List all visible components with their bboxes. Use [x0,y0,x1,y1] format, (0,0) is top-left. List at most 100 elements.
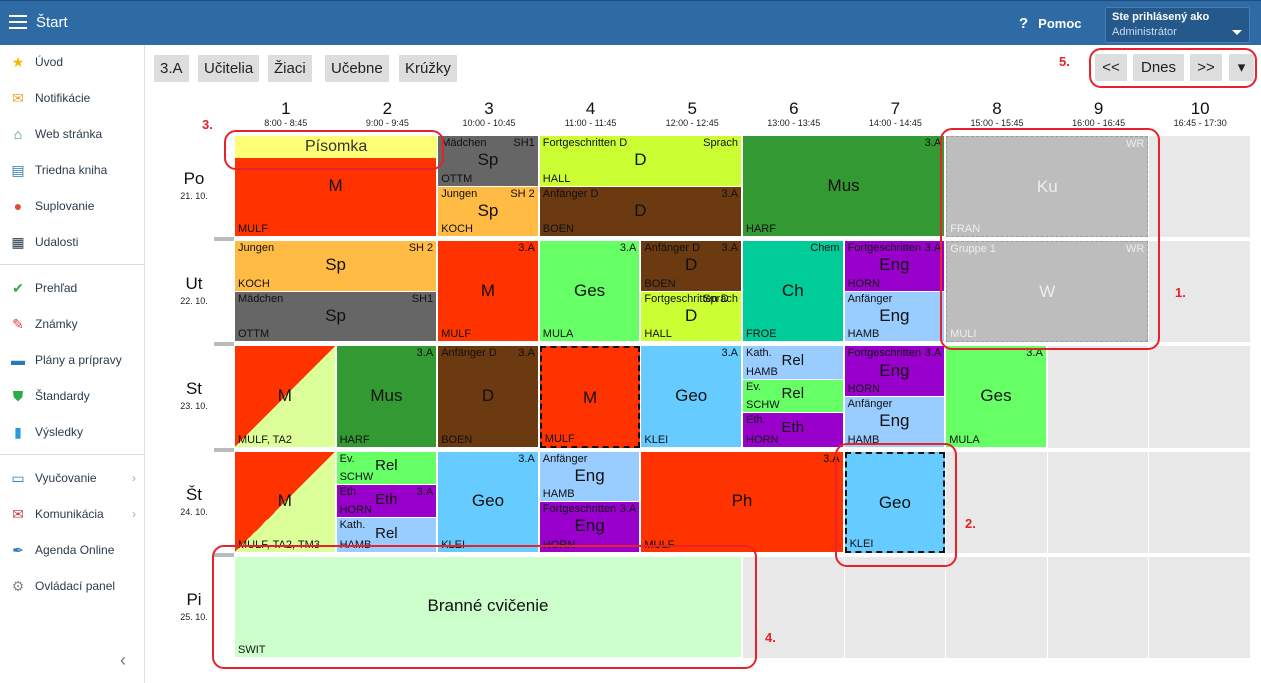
user-menu[interactable]: Ste prihlásený ako Administrátor [1105,7,1250,43]
tab-classrooms[interactable]: Učebne [325,55,389,82]
lesson-block[interactable]: D Anfänger D 3.A BOEN [438,346,539,448]
today-button[interactable]: Dnes [1133,54,1184,81]
lesson-block[interactable]: Ph 3.A MULF [641,451,844,553]
prev-week-button[interactable]: << [1095,54,1127,81]
sidebar-item-ovl-dac-panel[interactable]: ⚙ Ovládací panel [0,569,144,603]
lesson-room: 3.A [1026,347,1043,360]
period-time: 11:00 - 11:45 [564,118,617,128]
lesson-block[interactable]: Eth Eth. HORN [743,413,844,448]
lesson-teacher: FRAN [950,223,981,236]
lesson-block[interactable]: Eng Fortgeschritten 3.A HORN [844,241,946,292]
lesson-block[interactable]: M MULF, TA2 [235,346,336,448]
lesson-block[interactable]: Eth Eth 3.A HORN [336,484,438,519]
lesson-block[interactable]: D Fortgeschritten D Sprach HALL [641,291,742,343]
lesson-block[interactable]: Eng Fortgeschritten 3.A HORN [539,502,641,553]
lesson-block[interactable]: M 3.A MULF [438,241,539,343]
sidebar-item-triedna-kniha[interactable]: ▤ Triedna kniha [0,153,144,187]
period-number: 1 [281,99,291,118]
lesson-subject: Geo [675,385,708,405]
sidebar-item--vod[interactable]: ★ Úvod [0,45,144,79]
lesson-teacher: HAMB [339,538,372,551]
tab-teachers[interactable]: Učitelia [198,55,260,82]
annotation-highlight [224,130,444,170]
day-date: 22. 10. [180,296,208,307]
lesson-subject: Sp [477,150,499,170]
exam-marker[interactable]: Písomka [235,136,438,158]
lesson-room: 3.A [619,503,637,516]
gear-icon: ⚙ [11,577,25,594]
lesson-block[interactable]: Sp Mädchen SH1 OTTM [235,291,438,343]
sidebar-item-agenda-online[interactable]: ✒ Agenda Online [0,533,144,567]
lesson-block[interactable]: Ch Chem FROE [743,241,844,343]
sidebar-item-pl-ny-a-pr-pravy[interactable]: ▬ Plány a prípravy [0,343,144,377]
lesson-subject: Branné cvičenie [427,596,549,616]
empty-slot [1047,451,1149,553]
lesson-block[interactable]: Mus 3.A HARF [336,346,438,448]
empty-slot [1149,451,1250,553]
lesson-block[interactable]: D Fortgeschritten D Sprach HALL [539,136,742,187]
help-link[interactable]: ? Pomoc [1019,15,1082,32]
lesson-block[interactable]: M MULF [539,346,641,448]
day-date: 23. 10. [180,401,208,412]
sidebar-item-suplovanie[interactable]: ● Suplovanie [0,189,144,223]
tab-students[interactable]: Žiaci [268,55,312,82]
lesson-block[interactable]: Sp Jungen SH 2 KOCH [235,241,438,292]
lesson-block[interactable]: Eng Anfänger HAMB [539,451,641,503]
next-week-button[interactable]: >> [1190,54,1222,81]
lesson-block[interactable]: Eng Fortgeschritten 3.A HORN [844,346,946,397]
lesson-subject: D [481,385,495,405]
lesson-block[interactable]: Rel Ev. SCHW [336,451,438,485]
lesson-block[interactable]: M MULF, TA2, TM3 [235,451,336,553]
lesson-block[interactable]: W Gruppe 1 WR MULI [946,241,1149,343]
period-time: 8:00 - 8:45 [264,118,308,128]
lesson-group: Anfänger [847,398,893,410]
sidebar-item-web-str-nka[interactable]: ⌂ Web stránka [0,117,144,151]
sidebar-item-label: Výsledky [35,425,84,439]
annotation-number: 4. [765,630,776,645]
collapse-sidebar-icon[interactable]: ‹ [120,650,126,670]
hamburger-menu-icon[interactable] [9,15,27,29]
lesson-block[interactable]: Geo KLEI [844,451,946,553]
sidebar-item-udalosti[interactable]: ▦ Udalosti [0,225,144,259]
lesson-block[interactable]: D Anfänger D 3.A BOEN [539,186,742,238]
sidebar-item-komunik-cia[interactable]: ✉ Komunikácia › [0,497,144,531]
empty-slot [1149,346,1250,448]
tab-class[interactable]: 3.A [154,55,189,82]
lesson-block[interactable]: Sp Jungen SH 2 KOCH [438,186,539,238]
lesson-block[interactable]: Rel Kath. HAMB [743,346,844,380]
sidebar-item-preh-ad[interactable]: ✔ Prehľad [0,271,144,305]
sidebar-item-zn-mky[interactable]: ✎ Známky [0,307,144,341]
period-time: 16:00 - 16:45 [1072,118,1126,128]
lesson-block[interactable]: Ku WR FRAN [946,136,1149,238]
lesson-block[interactable]: Eng Anfänger HAMB [844,397,946,448]
sidebar-item-label: Ovládací panel [35,579,116,593]
open-book-icon: ▭ [11,469,25,486]
diagonal-overlay [235,346,335,447]
lesson-group: Anfänger [542,452,588,465]
lesson-teacher: BOEN [542,223,574,236]
lesson-room: 3.A [721,347,738,360]
sidebar-item-notifik-cie[interactable]: ✉ Notifikácie [0,81,144,115]
lesson-teacher: HORN [339,504,372,517]
lesson-block[interactable]: Mus 3.A HARF [743,136,946,238]
lesson-block[interactable]: Geo 3.A KLEI [438,451,539,553]
lesson-teacher: HALL [542,172,571,185]
lesson-block[interactable]: Rel Ev. SCHW [743,379,844,414]
lesson-block[interactable]: Rel Kath. HAMB [336,518,438,553]
lesson-teacher: HAMB [746,365,778,378]
lesson-block[interactable]: Branné cvičenie SWIT [235,556,742,658]
sidebar-item-v-sledky[interactable]: ▮ Výsledky [0,415,144,449]
envelope-icon: ✉ [12,89,24,106]
sidebar-item-vyu-ovanie[interactable]: ▭ Vyučovanie › [0,461,144,495]
lesson-block[interactable]: Geo 3.A KLEI [641,346,742,448]
lesson-teacher: HAMB [847,433,880,446]
grade-icon: ✎ [12,315,24,332]
lesson-block[interactable]: Ges 3.A MULA [946,346,1047,448]
lesson-block[interactable]: Ges 3.A MULA [539,241,641,343]
lesson-block[interactable]: D Anfänger D 3.A BOEN [641,241,742,292]
sidebar-item--tandardy[interactable]: ⛊ Štandardy [0,379,144,413]
lesson-block[interactable]: Eng Anfänger HAMB [844,291,946,343]
lesson-block[interactable]: Sp Mädchen SH1 OTTM [438,136,539,187]
tab-clubs[interactable]: Krúžky [399,55,457,82]
lesson-subject: Rel [375,524,398,542]
